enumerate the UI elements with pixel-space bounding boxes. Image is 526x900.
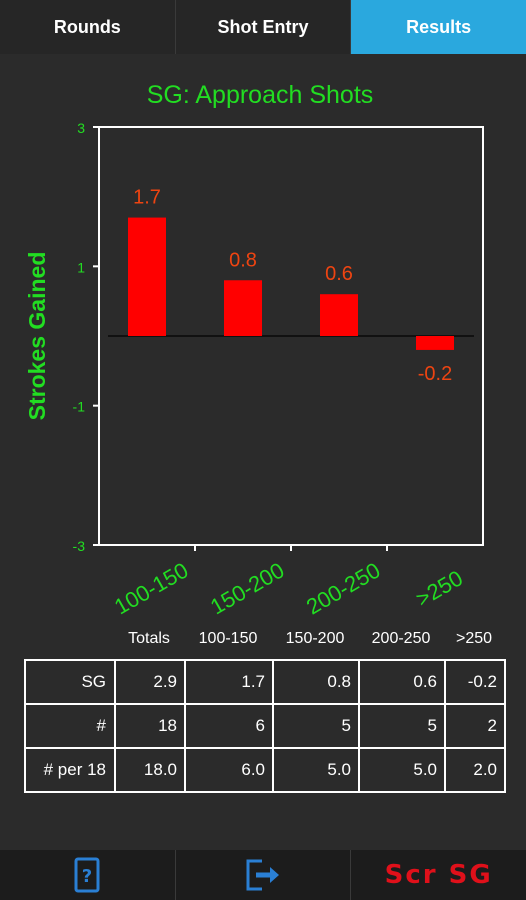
svg-text:?: ?	[82, 866, 92, 887]
chart-svg: SG: Approach Shots Strokes Gained 3 1 -1 -3 1.…	[24, 81, 484, 620]
table-cell: 5	[358, 703, 446, 749]
export-arrow-icon	[246, 859, 279, 891]
bottom-bar: ? Scr SG	[0, 850, 526, 900]
table-row: # 18 6 5 5 2	[24, 703, 506, 749]
export-button[interactable]	[175, 850, 352, 900]
row-label-per18: # per 18	[24, 747, 116, 793]
y-axis-label: Strokes Gained	[24, 252, 50, 421]
header-150-200: 150-200	[285, 630, 345, 647]
bar	[320, 294, 358, 336]
table-cell: 18	[114, 703, 186, 749]
bar	[224, 280, 262, 336]
bar-data-label: 0.8	[229, 249, 257, 271]
bar-data-label: 1.7	[133, 187, 161, 209]
bar-data-label: -0.2	[418, 363, 452, 385]
table-row: # per 18 18.0 6.0 5.0 5.0 2.0	[24, 747, 506, 793]
table-cell: 2.0	[444, 747, 506, 793]
y-tick-label: 3	[77, 120, 85, 136]
tab-shot-entry[interactable]: Shot Entry	[175, 0, 352, 54]
header-totals: Totals	[128, 630, 170, 647]
x-category-label: >250	[412, 565, 467, 611]
scr-sg-button[interactable]: Scr SG	[351, 850, 526, 900]
tab-results[interactable]: Results	[351, 0, 526, 54]
table-cell: 5.0	[272, 747, 360, 793]
table-cell: 0.8	[272, 659, 360, 705]
table-cell: 0.6	[358, 659, 446, 705]
bar	[416, 336, 454, 350]
x-category-label: 100-150	[110, 557, 192, 619]
row-label-count: #	[24, 703, 116, 749]
row-label-sg: SG	[24, 659, 116, 705]
bar	[128, 217, 166, 336]
table-cell: -0.2	[444, 659, 506, 705]
stats-header: Totals 100-150 150-200 200-250 >250	[24, 627, 504, 651]
header-100-150: 100-150	[198, 630, 258, 647]
help-button[interactable]: ?	[0, 850, 176, 900]
tab-rounds[interactable]: Rounds	[0, 0, 176, 54]
table-cell: 5.0	[358, 747, 446, 793]
y-tick-label: -3	[73, 538, 86, 554]
bar-data-label: 0.6	[325, 263, 353, 285]
table-cell: 1.7	[184, 659, 274, 705]
table-cell: 5	[272, 703, 360, 749]
header-gt250: >250	[455, 630, 493, 647]
x-category-label: 200-250	[302, 557, 384, 619]
table-cell: 6	[184, 703, 274, 749]
table-cell: 2	[444, 703, 506, 749]
tab-bar: Rounds Shot Entry Results	[0, 0, 526, 54]
strokes-gained-chart: SG: Approach Shots Strokes Gained 3 1 -1 -3 1.…	[0, 60, 526, 620]
table-cell: 6.0	[184, 747, 274, 793]
stats-table: SG 2.9 1.7 0.8 0.6 -0.2 # 18 6 5 5 2 # p…	[24, 659, 506, 793]
header-200-250: 200-250	[371, 630, 431, 647]
table-cell: 18.0	[114, 747, 186, 793]
y-tick-label: -1	[73, 399, 86, 415]
table-cell: 2.9	[114, 659, 186, 705]
scr-sg-label: Scr SG	[384, 860, 493, 890]
table-row: SG 2.9 1.7 0.8 0.6 -0.2	[24, 659, 506, 705]
x-category-label: 150-200	[206, 557, 288, 619]
y-tick-label: 1	[77, 259, 85, 275]
phone-question-icon: ?	[74, 857, 100, 893]
chart-title: SG: Approach Shots	[147, 81, 374, 109]
